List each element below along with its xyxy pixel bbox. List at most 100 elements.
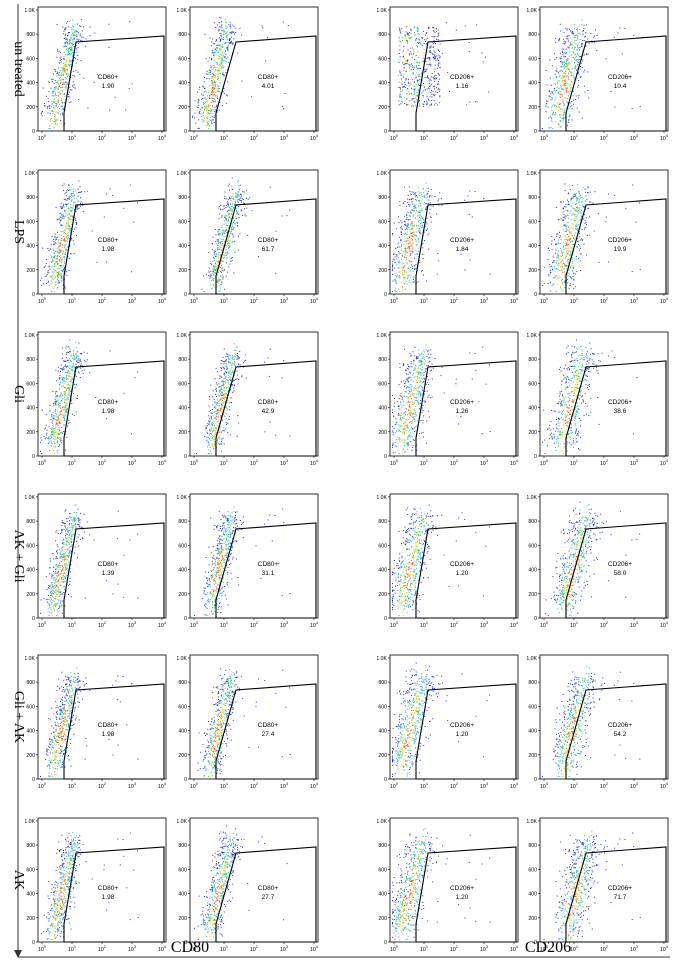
event-dot — [79, 73, 81, 75]
event-dot — [224, 253, 226, 254]
event-dot — [213, 278, 215, 279]
event-dot — [211, 81, 213, 83]
event-dot — [61, 368, 63, 370]
event-dot — [426, 229, 427, 231]
event-dot — [415, 54, 417, 56]
event-dot — [562, 252, 563, 254]
event-dot — [412, 247, 413, 249]
event-dot — [563, 216, 565, 218]
event-dot — [55, 276, 57, 278]
event-dot — [198, 104, 200, 106]
event-dot — [72, 217, 74, 219]
event-dot — [215, 27, 217, 28]
event-dot — [51, 261, 53, 262]
event-dot — [432, 26, 434, 28]
event-dot — [563, 64, 565, 66]
event-dot — [50, 432, 52, 434]
event-dot — [64, 407, 66, 409]
event-dot — [573, 228, 575, 230]
event-dot — [561, 259, 563, 261]
event-dot — [217, 258, 219, 260]
event-dot — [569, 85, 571, 87]
event-dot — [56, 88, 58, 90]
event-dot — [67, 53, 69, 55]
event-dot — [66, 55, 68, 57]
event-dot — [60, 90, 62, 92]
event-dot — [65, 215, 67, 217]
event-dot — [83, 369, 85, 371]
event-dot — [226, 58, 228, 60]
event-dot — [213, 250, 215, 252]
event-dot — [581, 43, 582, 45]
event-dot — [230, 214, 232, 216]
event-dot — [576, 246, 578, 248]
event-dot — [108, 23, 110, 25]
event-dot — [216, 44, 218, 46]
event-dot — [412, 234, 413, 236]
event-dot — [59, 80, 61, 82]
event-dot — [569, 62, 571, 64]
event-dot — [57, 100, 59, 102]
event-dot — [71, 377, 73, 379]
event-dot — [215, 262, 217, 264]
event-dot — [406, 213, 408, 215]
event-dot — [58, 242, 60, 244]
event-dot — [415, 199, 417, 201]
event-dot — [568, 217, 569, 219]
event-dot — [70, 39, 71, 41]
event-dot — [60, 411, 62, 413]
event-dot — [413, 81, 415, 83]
event-dot — [565, 82, 567, 84]
event-dot — [72, 413, 73, 415]
event-dot — [591, 41, 593, 43]
event-dot — [71, 367, 73, 369]
event-dot — [420, 222, 422, 224]
event-dot — [447, 72, 449, 73]
event-dot — [571, 207, 573, 209]
event-dot — [412, 74, 414, 75]
event-dot — [230, 260, 232, 262]
event-dot — [565, 48, 567, 50]
event-dot — [449, 90, 450, 92]
event-dot — [57, 102, 59, 104]
event-dot — [562, 70, 564, 72]
event-dot — [430, 65, 432, 67]
event-dot — [232, 31, 234, 33]
event-dot — [416, 253, 418, 255]
event-dot — [441, 204, 443, 206]
event-dot — [68, 50, 70, 52]
event-dot — [568, 273, 570, 275]
event-dot — [64, 42, 66, 44]
event-dot — [60, 73, 62, 75]
event-dot — [68, 32, 70, 33]
event-dot — [409, 93, 410, 95]
event-dot — [572, 240, 573, 242]
event-dot — [234, 204, 236, 206]
event-dot — [60, 76, 62, 78]
event-dot — [564, 257, 566, 259]
event-dot — [407, 87, 409, 89]
event-dot — [219, 249, 221, 251]
event-dot — [64, 78, 66, 80]
event-dot — [75, 368, 77, 370]
event-dot — [404, 86, 406, 88]
event-dot — [49, 105, 51, 107]
event-dot — [61, 224, 63, 226]
event-dot — [433, 95, 435, 97]
event-dot — [75, 198, 77, 200]
event-dot — [246, 207, 248, 209]
event-dot — [59, 429, 60, 431]
event-dot — [236, 200, 238, 202]
event-dot — [438, 198, 440, 200]
event-dot — [49, 81, 51, 83]
event-dot — [410, 198, 412, 200]
event-dot — [71, 210, 73, 211]
event-dot — [55, 401, 57, 403]
event-dot — [216, 281, 218, 283]
event-dot — [552, 269, 554, 271]
event-dot — [587, 187, 589, 189]
event-dot — [575, 99, 577, 100]
event-dot — [227, 202, 229, 204]
event-dot — [59, 213, 61, 215]
